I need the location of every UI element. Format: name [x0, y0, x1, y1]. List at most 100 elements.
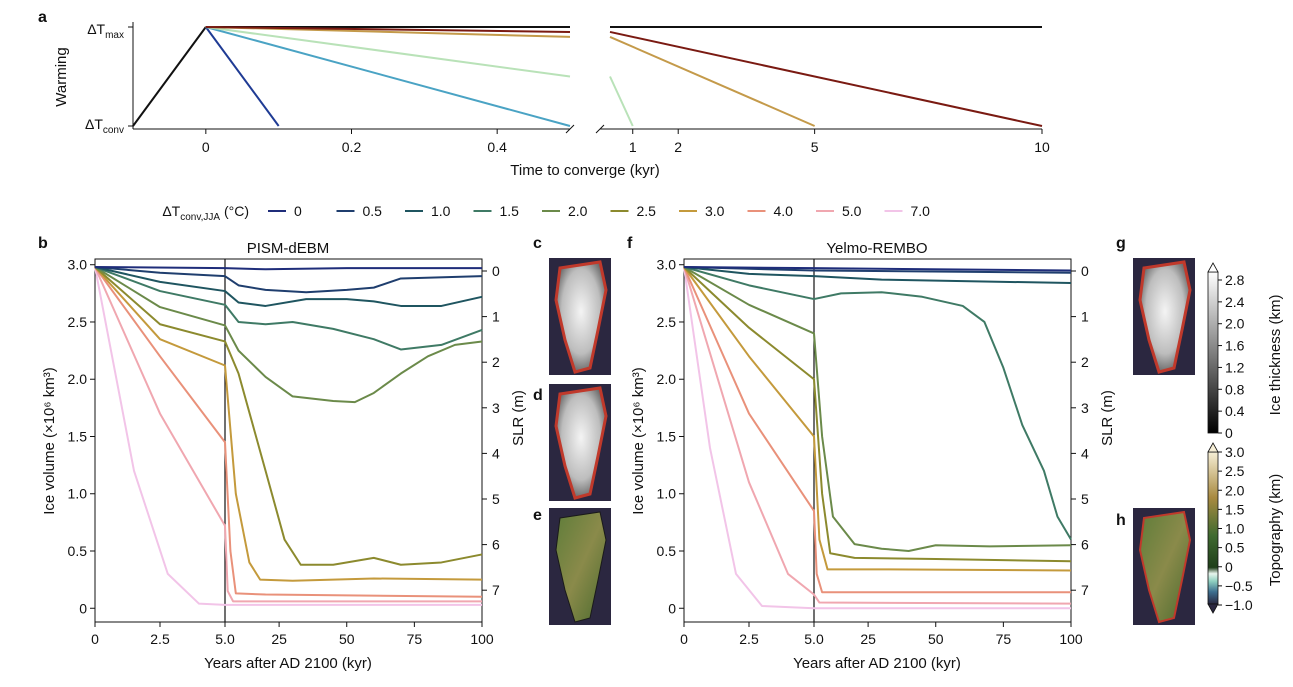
map-h-bedrock — [1138, 510, 1192, 624]
colorbar-ice-tick-label: 2.0 — [1225, 316, 1245, 332]
colorbar-topography: 3.0 2.5 2.0 1.5 1.0 0.5 0 −0.5 −1.0 Topography (… — [1207, 442, 1284, 614]
colorbar-topo-tick-label: −0.5 — [1225, 578, 1253, 594]
colorbar-topo-tick-label: 1.5 — [1225, 501, 1245, 517]
panel-b-y2tick-label: 2 — [492, 354, 500, 370]
panel-f-y2tick-label: 6 — [1081, 537, 1089, 553]
panel-f-frame — [683, 258, 1072, 623]
colorbar-topo-tick-label: 2.5 — [1225, 463, 1245, 479]
colorbar-ice-tick-label: 0.8 — [1225, 381, 1245, 397]
panel-f-series-line — [683, 266, 1072, 272]
panel-f-series-line — [683, 266, 1072, 605]
panel-f-y2tick-label: 0 — [1081, 263, 1089, 279]
panel-a-xtick-label: 5 — [811, 139, 819, 155]
map-e-bedrock — [555, 511, 607, 623]
map-panel-e: e — [533, 507, 611, 625]
panel-b-ytick-label: 0 — [79, 600, 87, 616]
colorbar-ice-tick-label: 1.2 — [1225, 359, 1245, 375]
legend-label: 0.5 — [363, 203, 383, 219]
panel-b-y2tick-label: 1 — [492, 309, 500, 325]
panel-b-ylabel: Ice volume (×10⁶ km³) — [41, 367, 58, 514]
panel-label-f: f — [627, 235, 633, 252]
panel-b-y2tick-label: 6 — [492, 537, 500, 553]
panel-label-d: d — [533, 387, 543, 404]
colorbar-ice-tick-label: 2.4 — [1225, 294, 1245, 310]
legend-label: 4.0 — [774, 203, 794, 219]
colorbar-topo-tick-label: 1.0 — [1225, 521, 1245, 537]
panel-f-xtick-label: 75 — [996, 631, 1012, 647]
legend-label: 3.0 — [705, 203, 725, 219]
panel-a-series-line — [205, 26, 571, 33]
colorbar-topo-tick-label: 0.5 — [1225, 540, 1245, 556]
legend-label: 2.0 — [568, 203, 588, 219]
panel-b-series-line — [94, 266, 483, 294]
colorbar-topo-tick-label: 3.0 — [1225, 444, 1245, 460]
panel-b-y2tick-label: 7 — [492, 582, 500, 598]
map-d-ice-sheet — [554, 386, 608, 500]
map-panel-h: h — [1116, 508, 1195, 625]
colorbar-topo-label: Topography (km) — [1267, 474, 1284, 587]
panel-b: b PISM-dEBM Ice volume (×10⁶ km³) SLR (m… — [38, 235, 527, 672]
panel-f-ylabel: Ice volume (×10⁶ km³) — [630, 367, 647, 514]
panel-f-y2tick-label: 3 — [1081, 400, 1089, 416]
panel-b-title: PISM-dEBM — [247, 240, 330, 257]
panel-b-ytick-label: 2.5 — [68, 314, 88, 330]
panel-f: f Yelmo-REMBO Ice volume (×10⁶ km³) SLR … — [627, 235, 1116, 672]
panel-f-series-line — [683, 266, 1072, 285]
panel-b-xtick-label: 100 — [470, 631, 494, 647]
panel-b-frame — [94, 258, 483, 623]
panel-b-xtick-label: 50 — [339, 631, 355, 647]
panel-b-series-line — [94, 266, 482, 603]
panel-f-series-line — [683, 266, 1072, 563]
colorbar-topo-tick-label: 0 — [1225, 559, 1233, 575]
map-g-ice-sheet — [1138, 260, 1192, 374]
panel-f-ylabel2: SLR (m) — [1099, 390, 1116, 446]
panel-b-ytick-label: 3.0 — [68, 257, 88, 273]
panel-b-xtick-label: 2.5 — [150, 631, 170, 647]
panel-b-ytick-label: 2.0 — [68, 371, 88, 387]
panel-a-series-line-right — [609, 30, 1043, 127]
panel-b-series-line — [94, 266, 483, 404]
panel-f-ytick-label: 0 — [668, 600, 676, 616]
panel-a-xlabel: Time to converge (kyr) — [510, 162, 659, 179]
panel-f-xtick-label: 5.0 — [804, 631, 824, 647]
panel-a-xtick-label: 10 — [1034, 139, 1050, 155]
panel-a: a Warming ΔTmax ΔTconv 0 0.2 0.4 1 2 5 10 Time… — [38, 9, 1050, 179]
panel-f-title: Yelmo-REMBO — [826, 240, 927, 257]
panel-label-g: g — [1116, 235, 1126, 252]
panel-b-xtick-label: 0 — [91, 631, 99, 647]
legend-title: ΔTconv,JJA (°C) — [162, 203, 249, 223]
panel-b-ylabel2: SLR (m) — [510, 390, 527, 446]
panel-label-c: c — [533, 235, 542, 252]
legend-label: 1.5 — [500, 203, 520, 219]
panel-b-series-line — [94, 266, 483, 598]
colorbar-ice-rect — [1207, 271, 1219, 434]
legend-label: 0 — [294, 203, 302, 219]
panel-a-series-line — [205, 26, 280, 127]
axis-break-mark — [565, 124, 605, 134]
panel-f-y2tick-label: 5 — [1081, 491, 1089, 507]
panel-b-ytick-label: 0.5 — [68, 543, 88, 559]
panel-f-ytick-label: 3.0 — [657, 257, 677, 273]
panel-b-ytick-label: 1.0 — [68, 486, 88, 502]
colorbar-ice-arrow — [1207, 262, 1219, 273]
colorbar-topo-arrow-bottom — [1207, 603, 1219, 614]
panel-a-ramp-line — [132, 26, 207, 127]
ytick-dtmax: ΔTmax — [87, 21, 124, 41]
panel-f-y2tick-label: 2 — [1081, 354, 1089, 370]
colorbar-topo-arrow-top — [1207, 442, 1219, 453]
panel-a-xtick-label: 0.4 — [487, 139, 507, 155]
panel-b-ytick-label: 1.5 — [68, 428, 88, 444]
colorbar-ice-tick-label: 2.8 — [1225, 272, 1245, 288]
colorbar-ice-tick-label: 1.6 — [1225, 338, 1245, 354]
panel-a-xtick-label: 0.2 — [342, 139, 362, 155]
panel-b-xlabel: Years after AD 2100 (kyr) — [204, 655, 372, 672]
colorbar-topo-rect — [1207, 451, 1219, 605]
map-panel-c: c — [533, 235, 611, 375]
panel-b-y2tick-label: 5 — [492, 491, 500, 507]
panel-b-xtick-label: 25 — [271, 631, 287, 647]
panel-f-y2tick-label: 1 — [1081, 309, 1089, 325]
panel-f-y2tick-label: 4 — [1081, 445, 1089, 461]
panel-f-xtick-label: 2.5 — [739, 631, 759, 647]
panel-b-series-line — [94, 266, 483, 307]
panel-label-a: a — [38, 9, 47, 26]
